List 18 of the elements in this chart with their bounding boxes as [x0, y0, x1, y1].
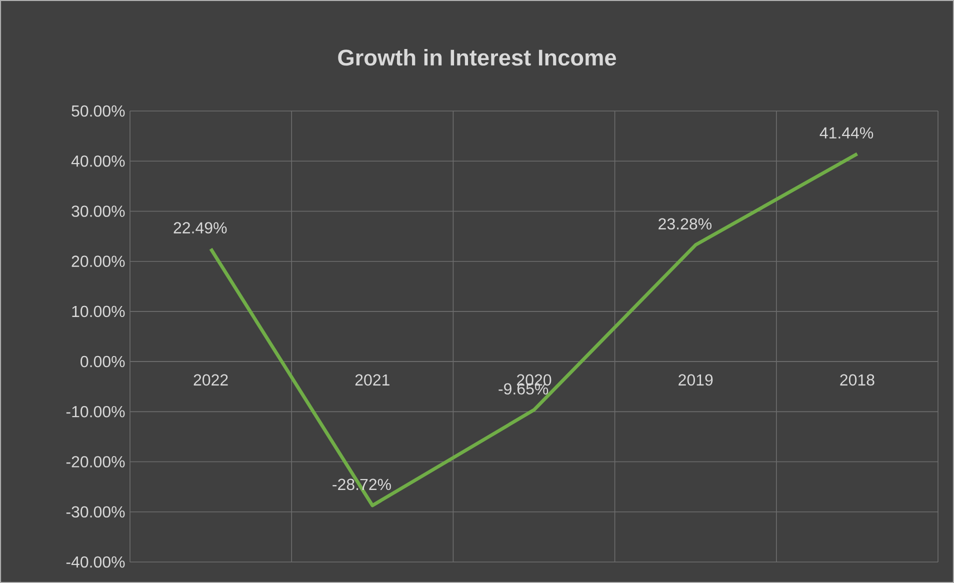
x-tick-label: 2021 — [355, 374, 390, 386]
y-tick-label: 10.00% — [72, 306, 125, 318]
y-tick-label: -10.00% — [66, 406, 125, 418]
data-label: 41.44% — [820, 127, 874, 139]
x-tick-label: 2019 — [678, 374, 713, 386]
data-label: 22.49% — [174, 222, 227, 234]
y-tick-label: 20.00% — [72, 256, 125, 267]
data-label: 23.28% — [658, 218, 712, 230]
y-tick-label: -40.00% — [66, 556, 125, 568]
y-tick-label: -30.00% — [66, 506, 125, 518]
y-tick-label: 50.00% — [72, 105, 125, 117]
y-tick-label: 40.00% — [71, 155, 125, 167]
chart-title: Growth in Interest Income — [338, 49, 616, 66]
y-tick-label: 0.00% — [80, 356, 125, 368]
y-tick-label: -20.00% — [66, 456, 125, 468]
x-tick-label: 2022 — [194, 374, 228, 386]
x-tick-label: 2018 — [840, 374, 874, 386]
y-tick-label: 30.00% — [72, 206, 125, 217]
